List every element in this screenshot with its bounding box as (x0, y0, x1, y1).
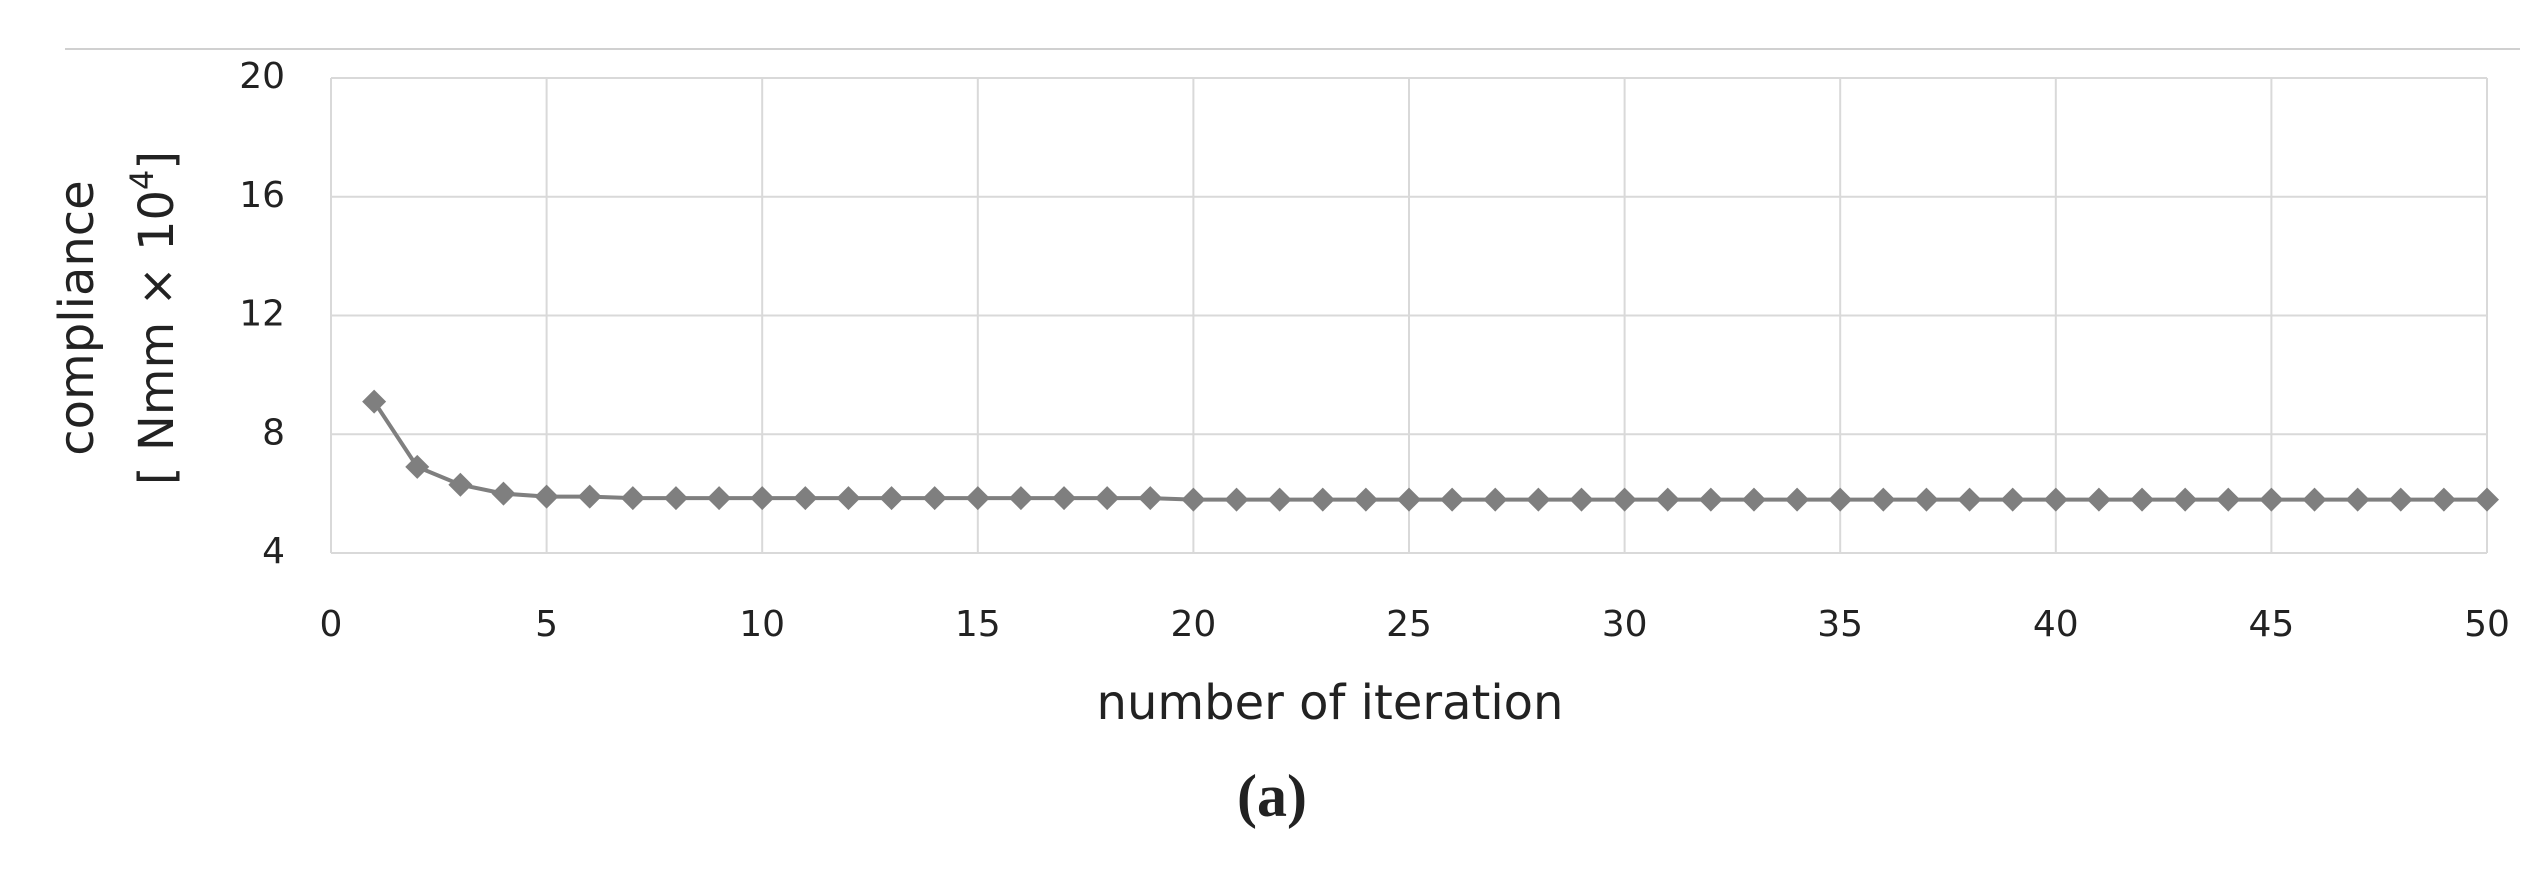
data-point (534, 484, 559, 509)
data-point (2388, 487, 2413, 512)
data-point (448, 472, 473, 497)
data-point (1741, 487, 1766, 512)
data-point (577, 484, 602, 509)
x-tick-label: 30 (1602, 604, 1648, 645)
y-tick-label: 8 (262, 412, 285, 453)
caption: (a) (1237, 763, 1307, 829)
data-point (1655, 487, 1680, 512)
data-point (750, 486, 775, 511)
x-tick-label: 10 (739, 604, 785, 645)
data-point (879, 486, 904, 511)
x-tick-label: 40 (2033, 604, 2079, 645)
data-point (1914, 487, 1939, 512)
data-point (405, 454, 430, 479)
x-tick-label: 45 (2248, 604, 2294, 645)
data-point (2043, 487, 2068, 512)
data-point (836, 486, 861, 511)
y-axis-unit: [ Nmm × 104] (123, 151, 185, 485)
data-point (663, 486, 688, 511)
data-point (1957, 487, 1982, 512)
data-point (1310, 487, 1335, 512)
x-tick-label: 0 (320, 604, 343, 645)
data-point (1267, 487, 1292, 512)
data-point (1181, 487, 1206, 512)
data-point (1871, 487, 1896, 512)
data-point (2173, 487, 2198, 512)
unit-close: ] (129, 151, 185, 170)
data-point (1698, 487, 1723, 512)
y-tick-label: 20 (239, 56, 285, 97)
data-point (2345, 487, 2370, 512)
y-tick-label: 4 (262, 531, 285, 572)
data-point (1138, 486, 1163, 511)
data-point (965, 486, 990, 511)
series-line (372, 400, 2487, 502)
x-tick-label: 35 (1817, 604, 1863, 645)
data-point (2302, 487, 2327, 512)
data-point (1224, 487, 1249, 512)
data-point (1612, 487, 1637, 512)
data-point (1397, 487, 1421, 512)
data-point (1008, 486, 1033, 511)
data-point (1052, 486, 1077, 511)
x-axis-label: number of iteration (1097, 675, 1564, 731)
data-point (620, 486, 645, 511)
data-point (2086, 487, 2111, 512)
x-tick-label: 25 (1386, 604, 1432, 645)
unit: [ Nmm × 10 (129, 190, 185, 485)
y-tick-label: 12 (239, 294, 285, 335)
y-axis-label-line: compliance (49, 180, 105, 455)
y-axis-label: compliance (49, 180, 105, 455)
data-point (2259, 487, 2284, 512)
data-point (362, 389, 387, 414)
y-tick-label: 16 (239, 175, 285, 216)
data-point (707, 486, 732, 511)
data-point (1828, 487, 1853, 512)
data-point (1483, 487, 1508, 512)
data-point (922, 486, 947, 511)
data-point (2000, 487, 2025, 512)
data-point (1095, 486, 1120, 511)
data-point (1569, 487, 1594, 512)
data-point (2130, 487, 2155, 512)
data-point (793, 486, 818, 511)
y-axis-unit-text: [ Nmm × 104] (123, 151, 185, 485)
data-point (2475, 487, 2499, 512)
data-point (1440, 487, 1465, 512)
unit-exponent: 4 (123, 170, 161, 190)
data-point (2431, 487, 2456, 512)
data-point (1353, 487, 1378, 512)
x-tick-label: 5 (535, 604, 558, 645)
data-point (2216, 487, 2241, 512)
x-tick-label: 15 (955, 604, 1001, 645)
data-point (1785, 487, 1810, 512)
data-point (1526, 487, 1551, 512)
x-tick-label: 50 (2464, 604, 2510, 645)
data-point (491, 481, 516, 506)
x-tick-label: 20 (1170, 604, 1216, 645)
